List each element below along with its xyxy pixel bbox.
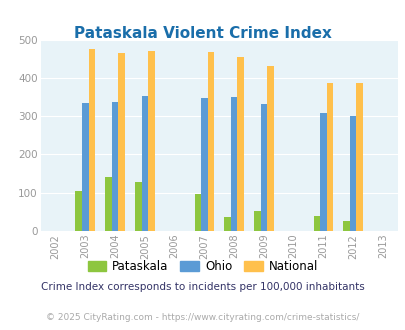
Bar — [254, 211, 260, 231]
Bar — [356, 83, 362, 231]
Text: Pataskala Violent Crime Index: Pataskala Violent Crime Index — [74, 26, 331, 41]
Bar — [88, 49, 95, 231]
Bar — [194, 194, 200, 231]
Bar — [326, 83, 333, 231]
Text: Crime Index corresponds to incidents per 100,000 inhabitants: Crime Index corresponds to incidents per… — [41, 282, 364, 292]
Bar — [207, 52, 214, 231]
Bar — [111, 102, 118, 231]
Bar — [82, 103, 88, 231]
Bar — [118, 53, 125, 231]
Bar — [260, 104, 266, 231]
Bar — [237, 57, 243, 231]
Bar — [230, 97, 237, 231]
Bar — [343, 221, 349, 231]
Bar — [349, 116, 356, 231]
Bar — [266, 66, 273, 231]
Bar — [75, 191, 82, 231]
Bar — [224, 217, 230, 231]
Text: © 2025 CityRating.com - https://www.cityrating.com/crime-statistics/: © 2025 CityRating.com - https://www.city… — [46, 313, 359, 322]
Bar — [148, 51, 154, 231]
Bar — [200, 98, 207, 231]
Bar — [105, 178, 111, 231]
Bar — [141, 96, 148, 231]
Legend: Pataskala, Ohio, National: Pataskala, Ohio, National — [83, 255, 322, 278]
Bar — [134, 182, 141, 231]
Bar — [320, 113, 326, 231]
Bar — [313, 216, 320, 231]
